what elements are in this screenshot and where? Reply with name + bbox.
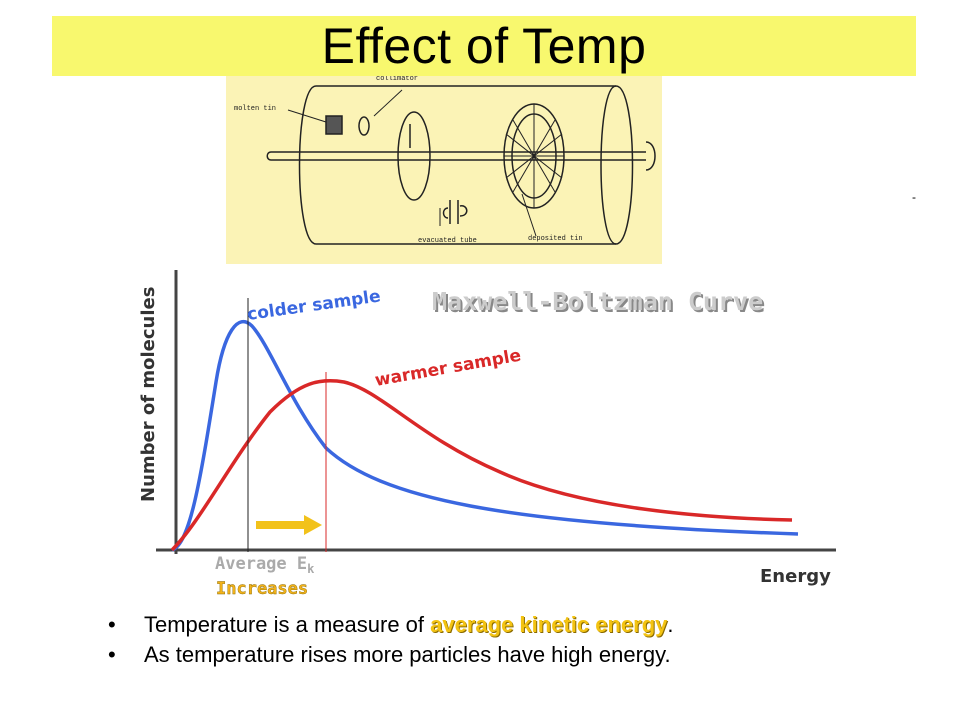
bullet-item: Temperature is a measure of average kine… <box>108 610 948 640</box>
colder-curve <box>171 319 799 552</box>
warmer-curve <box>170 378 793 552</box>
increases-label: Increases <box>216 579 308 599</box>
label-collimator: collimator <box>376 76 418 83</box>
warmer-sample-label: warmer sample <box>373 346 522 391</box>
highlight-average-kinetic-energy: average kinetic energy <box>430 612 668 637</box>
graph-title: Maxwell-Boltzman Curve <box>432 287 763 316</box>
increase-arrow <box>256 515 322 535</box>
bullet-list: Temperature is a measure of average kine… <box>108 610 948 670</box>
page-title: Effect of Temp <box>321 18 647 74</box>
maxwell-boltzmann-graph: Number of molecules Energy Maxwell-Boltz… <box>120 262 850 607</box>
label-deposited-tin: deposited tin <box>528 235 583 243</box>
bullet-item: As temperature rises more particles have… <box>108 640 948 670</box>
x-axis-label: Energy <box>760 566 831 587</box>
y-axis-label: Number of molecules <box>138 287 159 502</box>
label-molten-tin: molten tin <box>234 105 276 113</box>
label-evacuated-tube: evacuated tube <box>418 237 477 245</box>
graph-title-shadow: Maxwell-Boltzman Curve <box>434 289 765 318</box>
average-ek-label: Average Ek <box>215 554 315 576</box>
colder-sample-label: colder sample <box>246 286 382 325</box>
title-bar: Effect of Temp <box>52 16 916 76</box>
stray-dash: - <box>912 190 916 204</box>
apparatus-diagram: collimator molten tin evacuated tube dep… <box>226 76 662 264</box>
